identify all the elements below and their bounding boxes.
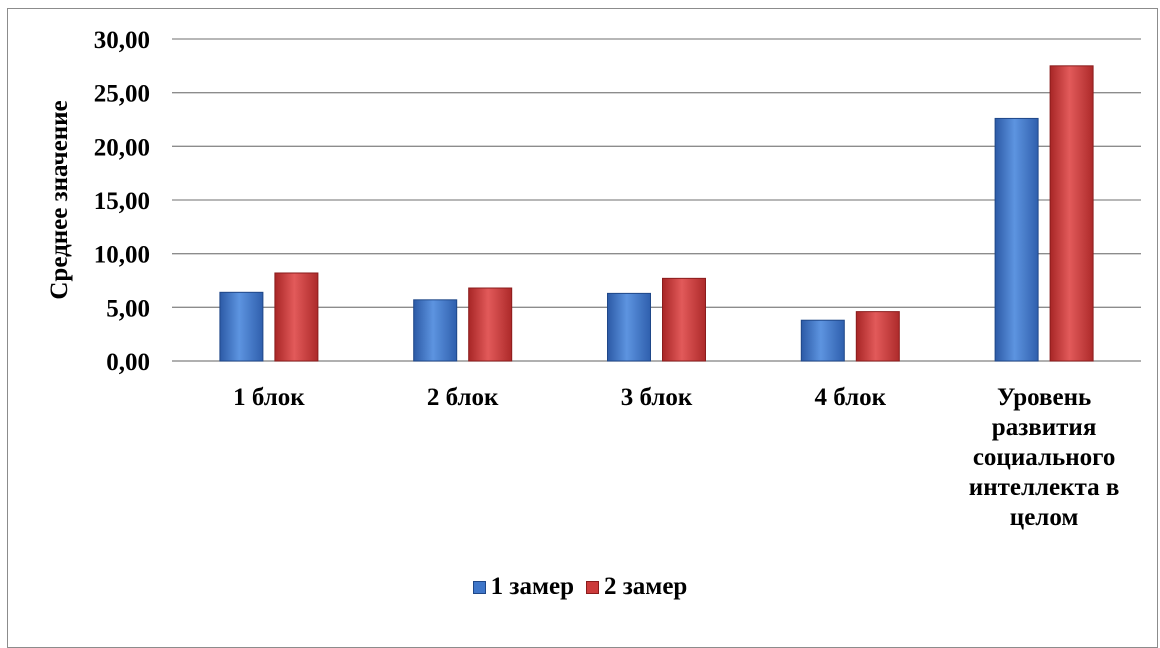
legend-item: 2 замер <box>586 573 687 601</box>
bar-series2-cat4 <box>855 311 900 362</box>
bar-series2-cat2 <box>468 287 513 362</box>
legend: 1 замер 2 замер <box>0 573 1160 601</box>
legend-label: 2 замер <box>604 573 688 600</box>
bar-series2-cat3 <box>662 277 706 362</box>
legend-swatch <box>472 580 486 594</box>
y-tick-label: 25,00 <box>94 81 150 108</box>
y-axis-ticks: 0,00 5,00 10,00 15,00 20,00 25,00 30,00 <box>94 27 150 376</box>
bar-series1-cat5 <box>994 117 1039 362</box>
x-tick-label: 4 блок <box>814 384 887 411</box>
x-tick-label: 3 блок <box>620 384 693 411</box>
y-tick-label: 5,00 <box>106 295 150 322</box>
legend-label: 1 замер <box>490 573 574 600</box>
chart-frame <box>7 8 1158 648</box>
y-axis-label: Среднее значение <box>46 100 73 300</box>
bars <box>219 65 1094 362</box>
bar-series1-cat2 <box>413 299 458 362</box>
x-tick-label: 1 блок <box>233 384 305 411</box>
legend-swatch <box>586 580 599 594</box>
bar-series2-cat5 <box>1049 65 1094 362</box>
y-tick-label: 30,00 <box>94 27 150 54</box>
y-tick-label: 20,00 <box>94 134 150 161</box>
y-tick-label: 15,00 <box>94 188 150 215</box>
x-tick-label: Уровень развития социального интеллекта … <box>968 384 1120 531</box>
bar-series2-cat1 <box>274 272 319 362</box>
y-tick-label: 10,00 <box>94 242 150 269</box>
bar-series1-cat4 <box>800 319 845 362</box>
gridlines <box>172 38 1141 362</box>
legend-item: 1 замер <box>472 573 574 601</box>
chart-plot: 0,00 5,00 10,00 15,00 20,00 25,00 30,00 <box>94 27 1141 376</box>
bar-series1-cat3 <box>607 292 651 362</box>
y-tick-label: 0,00 <box>106 349 150 376</box>
x-tick-label: 2 блок <box>426 384 499 411</box>
bar-series1-cat1 <box>219 291 264 362</box>
